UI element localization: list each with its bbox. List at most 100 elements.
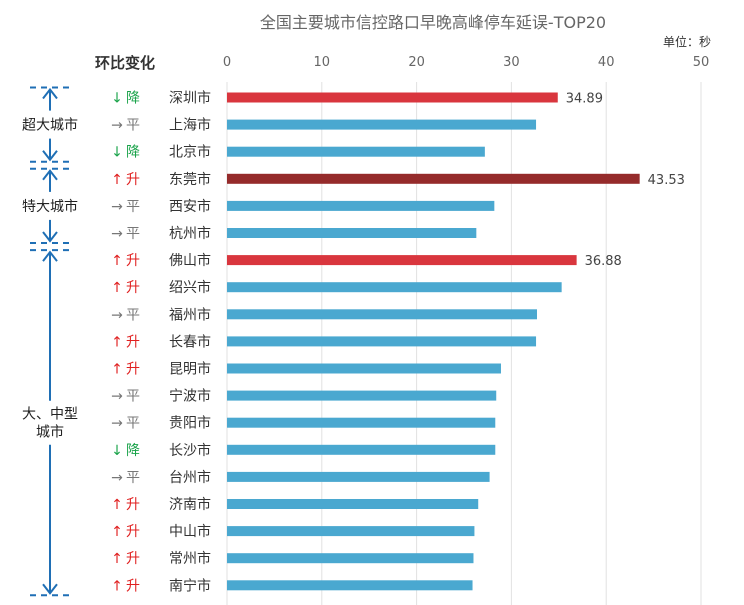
change-arrow-icon: → — [111, 416, 123, 432]
change-arrow-icon: ↑ — [111, 497, 123, 513]
change-arrow-icon: ↑ — [111, 334, 123, 350]
change-arrow-icon: ↓ — [111, 91, 123, 107]
change-label: 升 — [126, 497, 140, 513]
x-tick-label: 10 — [314, 55, 331, 70]
bar — [227, 200, 495, 211]
arrow-down-icon — [42, 231, 58, 243]
change-arrow-icon: ↑ — [111, 253, 123, 269]
change-label: 平 — [126, 118, 140, 134]
change-label: 平 — [126, 226, 140, 242]
change-label: 降 — [126, 91, 140, 107]
change-label: 升 — [126, 334, 140, 350]
change-label: 平 — [126, 389, 140, 405]
change-arrow-icon: ↑ — [111, 172, 123, 188]
bar — [227, 255, 577, 266]
bar — [227, 363, 501, 374]
chart-title: 全国主要城市信控路口早晚高峰停车延误-TOP20 — [260, 13, 606, 32]
change-label: 升 — [126, 524, 140, 540]
city-label: 贵阳市 — [169, 415, 211, 432]
city-label: 宁波市 — [169, 388, 211, 405]
change-label: 降 — [126, 145, 140, 161]
arrow-up-icon — [42, 87, 58, 100]
bar — [227, 282, 562, 293]
change-label: 平 — [126, 416, 140, 432]
change-arrow-icon: ↑ — [111, 524, 123, 540]
city-label: 佛山市 — [169, 252, 211, 269]
bar — [227, 146, 485, 157]
change-label: 升 — [126, 280, 140, 296]
city-label: 西安市 — [169, 198, 211, 215]
change-arrow-icon: ↓ — [111, 145, 123, 161]
x-tick-label: 30 — [503, 55, 520, 70]
change-label: 平 — [126, 199, 140, 215]
bar — [227, 173, 640, 184]
change-arrow-icon: → — [111, 307, 123, 323]
bar — [227, 526, 475, 537]
city-label: 深圳市 — [169, 90, 211, 107]
group-label: 超大城市 — [22, 117, 78, 134]
arrow-down-icon — [42, 150, 58, 162]
x-tick-label: 0 — [223, 55, 231, 70]
city-label: 济南市 — [169, 496, 211, 513]
city-label: 长春市 — [169, 333, 211, 350]
change-arrow-icon: → — [111, 199, 123, 215]
city-label: 北京市 — [169, 144, 211, 161]
city-label: 福州市 — [169, 306, 211, 323]
group-label: 城市 — [36, 424, 64, 441]
bar — [227, 444, 496, 455]
change-label: 平 — [126, 470, 140, 486]
x-tick-label: 20 — [408, 55, 425, 70]
data-label: 34.89 — [566, 92, 603, 107]
arrow-up-icon — [42, 250, 58, 262]
city-label: 台州市 — [169, 469, 211, 486]
city-label: 中山市 — [169, 523, 211, 540]
city-label: 长沙市 — [169, 442, 211, 459]
city-label: 杭州市 — [169, 225, 211, 242]
change-label: 升 — [126, 253, 140, 269]
change-label: 升 — [126, 172, 140, 188]
change-arrow-icon: ↑ — [111, 280, 123, 296]
bar — [227, 92, 558, 103]
group-label: 大、中型 — [22, 407, 78, 423]
bar — [227, 553, 474, 564]
change-header: 环比变化 — [95, 54, 155, 72]
data-label: 36.88 — [585, 254, 622, 269]
city-label: 昆明市 — [169, 361, 211, 378]
arrow-down-icon — [42, 583, 58, 595]
city-label: 东莞市 — [169, 171, 211, 188]
change-label: 升 — [126, 578, 140, 594]
unit-label: 单位：秒 — [663, 34, 711, 49]
change-arrow-icon: ↑ — [111, 551, 123, 567]
x-tick-label: 40 — [598, 55, 615, 70]
bar — [227, 228, 477, 238]
change-arrow-icon: → — [111, 389, 123, 405]
bars-layer: 34.89 43.53 36.88 — [227, 92, 685, 591]
bar — [227, 119, 537, 130]
city-label: 常州市 — [169, 550, 211, 567]
city-label: 上海市 — [169, 117, 211, 134]
city-label: 绍兴市 — [169, 279, 211, 296]
x-tick-label: 50 — [693, 55, 710, 70]
arrow-up-icon — [42, 169, 58, 181]
bar — [227, 580, 473, 591]
data-label: 43.53 — [648, 173, 685, 188]
change-arrow-icon: → — [111, 118, 123, 134]
bar — [227, 390, 497, 401]
group-label: 特大城市 — [22, 198, 78, 215]
bar — [227, 309, 537, 320]
change-label: 降 — [126, 443, 140, 459]
x-tick-labels: 0 10 20 30 40 50 — [223, 55, 709, 70]
change-label: 平 — [126, 307, 140, 323]
change-label: 升 — [126, 362, 140, 378]
bar — [227, 471, 490, 482]
change-arrow-icon: ↑ — [111, 578, 123, 594]
change-arrow-icon: ↑ — [111, 362, 123, 378]
bar — [227, 499, 479, 509]
city-label: 南宁市 — [169, 577, 211, 594]
change-arrow-icon: → — [111, 226, 123, 242]
change-arrow-icon: ↓ — [111, 443, 123, 459]
